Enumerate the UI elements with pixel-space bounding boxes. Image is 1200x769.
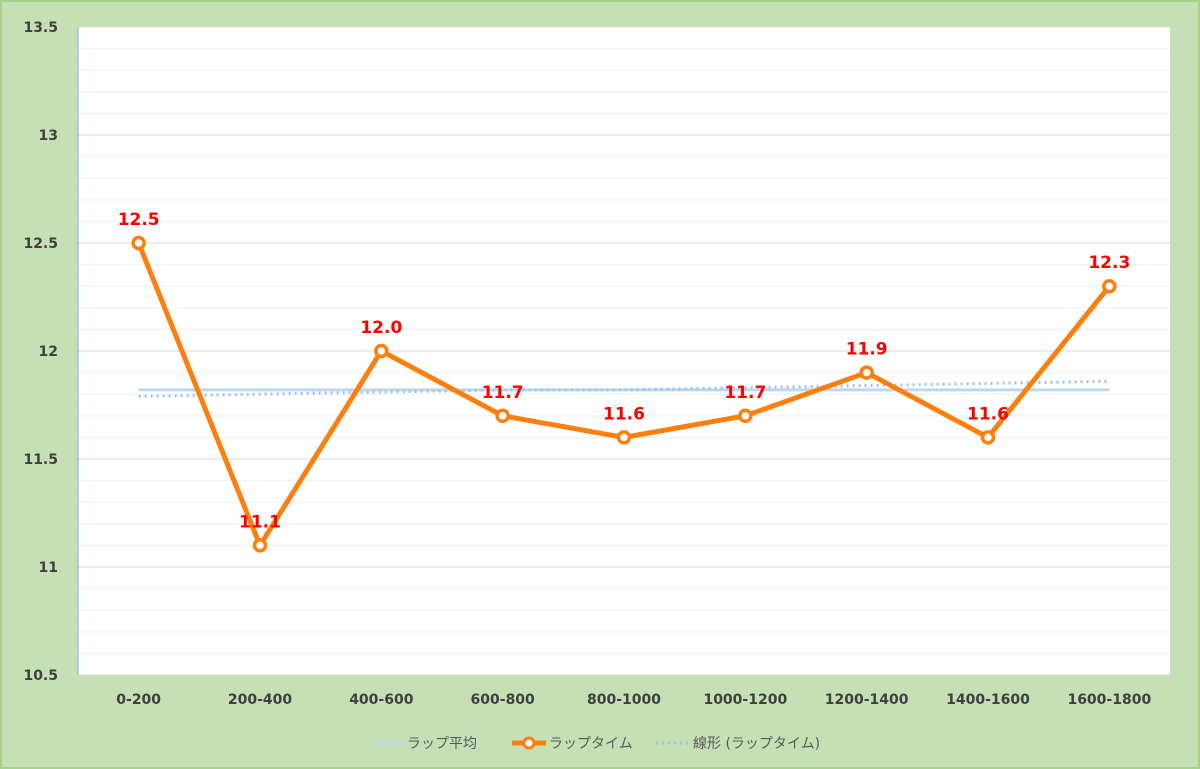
data-label: 12.5	[118, 210, 160, 230]
x-tick-label: 400-600	[349, 692, 414, 708]
y-tick-label: 11.5	[23, 452, 58, 468]
data-point	[859, 365, 874, 380]
data-labels: 12.5 11.1 12.0 11.7 11.6 11.7 11.9 11.6 12.3	[118, 210, 1131, 532]
y-tick-label: 13.5	[23, 20, 58, 36]
data-label: 11.6	[967, 404, 1009, 424]
data-label: 12.3	[1088, 253, 1130, 273]
x-tick-label: 800-1000	[587, 692, 661, 708]
data-label: 11.1	[239, 512, 281, 532]
y-tick-label: 13	[39, 128, 58, 144]
x-tick-label: 0-200	[116, 692, 161, 708]
legend: ラップ平均 ラップタイム 線形 (ラップタイム)	[372, 736, 820, 752]
legend-marker-lap-time	[522, 736, 536, 750]
data-point	[738, 408, 753, 424]
data-label: 12.0	[360, 318, 402, 338]
y-tick-label: 10.5	[23, 668, 58, 684]
x-tick-label: 1000-1200	[703, 692, 787, 708]
x-tick-label: 600-800	[471, 692, 536, 708]
series-group	[131, 235, 1117, 553]
y-axis-ticks: 10.5 11 11.5 12 12.5 13 13.5	[23, 20, 58, 684]
legend-label-average: ラップ平均	[407, 736, 477, 752]
data-point	[616, 430, 632, 445]
data-point	[131, 235, 146, 251]
y-tick-label: 12	[39, 344, 58, 360]
data-label: 11.7	[482, 383, 524, 403]
x-tick-label: 200-400	[228, 692, 293, 708]
data-point	[374, 343, 389, 359]
data-point	[252, 538, 268, 553]
data-point	[495, 408, 510, 424]
y-tick-label: 11	[39, 560, 58, 576]
data-point	[980, 430, 996, 445]
data-label: 11.9	[846, 340, 888, 360]
x-tick-label: 1600-1800	[1067, 692, 1151, 708]
data-label: 11.7	[724, 383, 766, 403]
data-point	[1102, 278, 1117, 294]
x-axis-ticks: 0-200 200-400 400-600 600-800 800-1000 1000-1…	[116, 692, 1151, 708]
x-tick-label: 1400-1600	[946, 692, 1030, 708]
legend-label-lap-time: ラップタイム	[549, 736, 633, 752]
legend-label-trend: 線形 (ラップタイム)	[693, 736, 820, 752]
y-tick-label: 12.5	[23, 236, 58, 252]
data-label: 11.6	[603, 404, 645, 424]
x-tick-label: 1200-1400	[825, 692, 909, 708]
